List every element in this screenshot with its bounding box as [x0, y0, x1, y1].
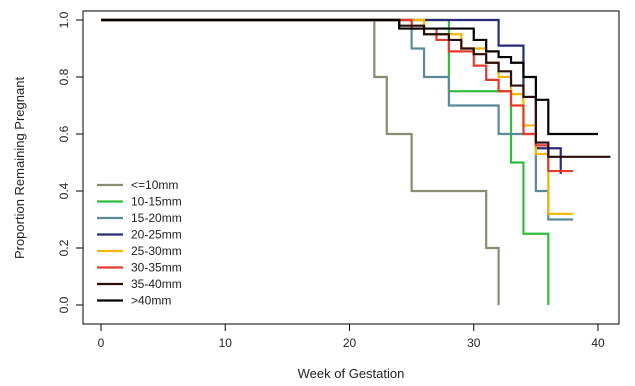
series-line-5 [101, 18, 574, 215]
series-line-4 [101, 18, 562, 174]
legend: <=10mm 10-15mm 15-20mm 20-25mm 25-30mm 30-35m… [97, 178, 182, 308]
x-axis: 0 10 20 30 40 [98, 324, 605, 350]
series-line-3 [101, 18, 574, 221]
x-tick-label: 30 [467, 336, 481, 350]
y-tick-label: 1.0 [57, 11, 71, 28]
legend-label: 25-30mm [131, 244, 182, 258]
legend-label: 10-15mm [131, 195, 182, 209]
legend-label: 20-25mm [131, 228, 182, 242]
legend-label: <=10mm [131, 178, 178, 192]
y-tick-label: 0.6 [57, 125, 71, 142]
legend-label: >40mm [131, 294, 171, 308]
legend-label: 15-20mm [131, 211, 182, 225]
series-line-8 [101, 18, 598, 136]
x-tick-label: 20 [343, 336, 357, 350]
legend-label: 30-35mm [131, 261, 182, 275]
series-line-1 [101, 18, 500, 305]
y-axis: 0.0 0.2 0.4 0.6 0.8 1.0 [57, 11, 83, 313]
plot-frame [82, 10, 620, 325]
x-tick-label: 0 [98, 336, 105, 350]
x-axis-title: Week of Gestation [298, 366, 405, 381]
y-tick-label: 0.2 [57, 239, 71, 256]
y-tick-label: 0.4 [57, 182, 71, 199]
y-axis-title: Proportion Remaining Pregnant [12, 77, 27, 259]
series-line-7 [101, 18, 611, 158]
y-tick-label: 0.0 [57, 296, 71, 313]
series-line-6 [101, 18, 574, 173]
x-tick-label: 10 [219, 336, 233, 350]
legend-label: 35-40mm [131, 277, 182, 291]
x-tick-label: 40 [591, 336, 605, 350]
y-tick-label: 0.8 [57, 68, 71, 85]
series-layer [101, 18, 611, 305]
